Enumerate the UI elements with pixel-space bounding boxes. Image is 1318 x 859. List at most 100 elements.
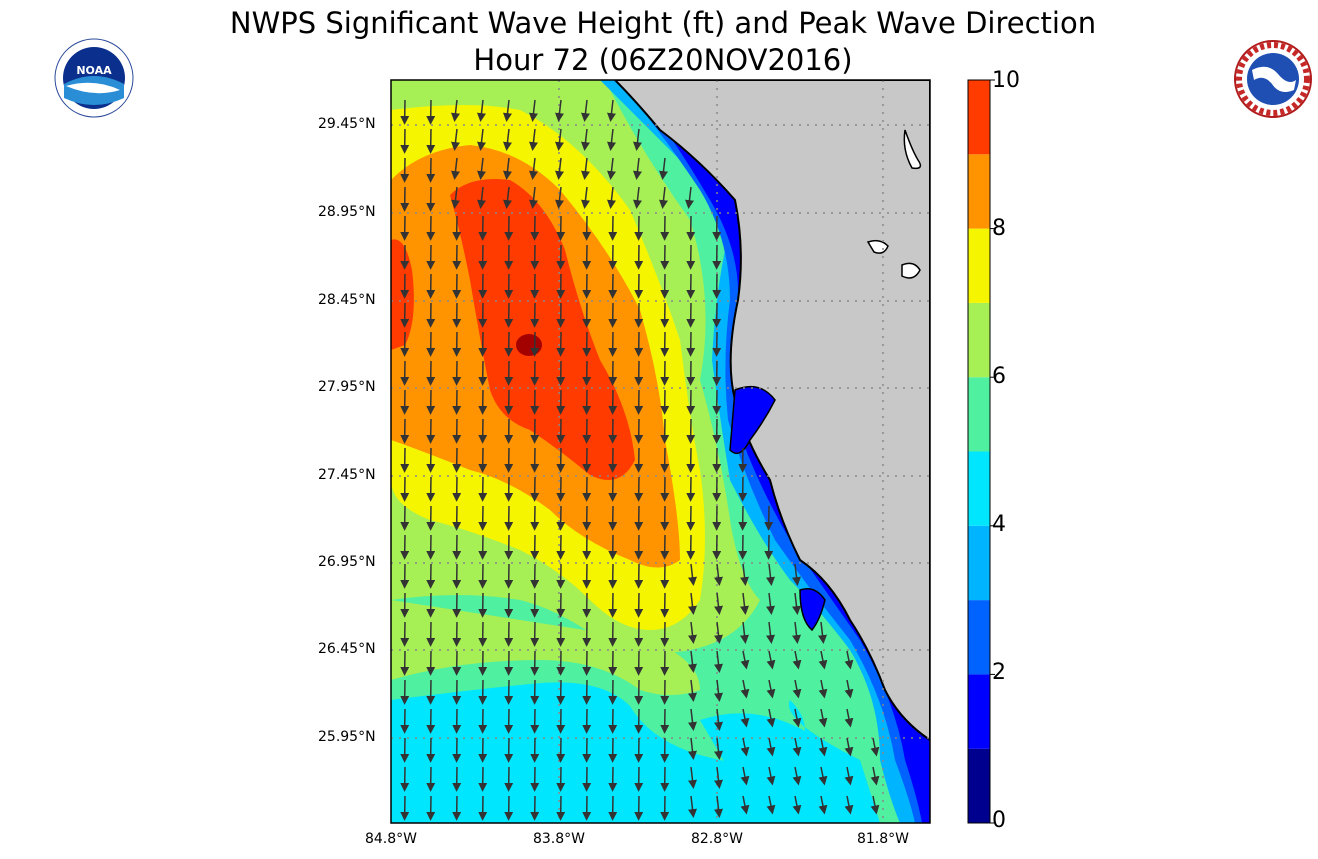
wave-direction-arrow [633, 128, 642, 152]
wave-direction-arrow [688, 795, 697, 819]
nws-logo [1234, 40, 1312, 118]
wave-direction-arrow [740, 708, 750, 728]
wave-direction-arrow [581, 157, 590, 181]
wave-direction-arrow [503, 157, 512, 181]
gridlines [391, 80, 930, 823]
wave-direction-arrow [555, 99, 564, 123]
wave-direction-arrow [714, 708, 723, 732]
wave-direction-arrow [477, 99, 486, 123]
wave-direction-arrow [633, 186, 642, 210]
wave-direction-arrow [792, 592, 801, 616]
wave-direction-arrow [844, 679, 854, 699]
wave-direction-arrow [688, 737, 697, 761]
wave-direction-arrow [844, 708, 854, 728]
chart-title: NWPS Significant Wave Height (ft) and Pe… [229, 6, 1097, 40]
wave-direction-arrow [477, 157, 486, 181]
colorbar-segment [968, 674, 990, 749]
wave-direction-arrow [766, 737, 776, 757]
colorbar-segment [968, 525, 990, 601]
lat-tick-label: 27.45°N [318, 467, 376, 483]
wave-direction-arrow [740, 679, 750, 699]
wave-direction-arrow [766, 766, 776, 786]
wave-direction-arrow [477, 186, 486, 210]
wave-direction-arrow [844, 650, 854, 670]
wave-direction-arrow [633, 157, 642, 181]
lat-tick-label: 25.95°N [318, 729, 376, 745]
wave-direction-arrow [503, 99, 512, 123]
lat-tick-label: 26.95°N [318, 554, 376, 570]
wave-direction-arrow [792, 737, 802, 757]
wave-direction-arrow [792, 795, 802, 815]
wave-direction-arrow [688, 766, 697, 790]
plot-frame [390, 79, 931, 824]
wave-direction-arrow [792, 563, 801, 587]
wave-direction-arrow [688, 708, 697, 732]
wave-direction-arrow [714, 621, 723, 645]
wave-direction-arrow [688, 621, 697, 645]
wave-direction-arrow [503, 128, 512, 152]
wave-direction-arrow [740, 592, 749, 616]
wave-direction-arrow [740, 563, 749, 587]
wave-direction-arrow [792, 621, 801, 645]
wave-direction-arrow [766, 795, 776, 815]
colorbar [967, 79, 995, 824]
colorbar-tick-label: 8 [992, 216, 1006, 241]
wave-height-field [391, 80, 930, 823]
wave-direction-arrow [688, 679, 697, 703]
wave-direction-arrow [818, 737, 828, 757]
wave-direction-arrow [659, 186, 668, 210]
lat-tick-label: 26.45°N [318, 641, 376, 657]
wave-direction-arrow [688, 592, 697, 616]
wave-direction-arrow [818, 679, 828, 699]
wave-direction-arrow [740, 650, 750, 670]
wave-direction-arrow [792, 708, 802, 728]
lat-tick-label: 28.45°N [318, 292, 376, 308]
colorbar-segment [968, 600, 990, 675]
wave-direction-arrow [740, 795, 750, 815]
wave-direction-arrow [766, 621, 775, 645]
wave-direction-arrow [555, 157, 564, 181]
wave-direction-arrow [818, 650, 828, 670]
wave-direction-arrow [659, 157, 668, 181]
wave-direction-arrow [555, 186, 564, 210]
wave-direction-arrow [818, 795, 828, 815]
wave-direction-arrow [818, 708, 828, 728]
wave-direction-arrow [818, 621, 827, 645]
wave-direction-arrow [766, 650, 776, 670]
noaa-logo: NOAA [54, 38, 134, 118]
wave-direction-arrow [688, 650, 697, 674]
colorbar-segment [968, 228, 990, 303]
colorbar-segment [968, 748, 990, 823]
wave-direction-arrow [740, 621, 749, 645]
colorbar-tick-label: 0 [992, 808, 1006, 833]
colorbar-frame [967, 79, 991, 824]
colorbar-segment [968, 154, 990, 229]
wave-direction-arrow [714, 795, 723, 819]
colorbar-tick-label: 2 [992, 660, 1006, 685]
lat-tick-label: 29.45°N [318, 116, 376, 132]
colorbar-segment [968, 302, 990, 378]
wave-direction-arrow [685, 186, 694, 210]
lat-tick-label: 28.95°N [318, 204, 376, 220]
peak-wave-direction-arrows [400, 99, 880, 821]
wave-direction-arrow [503, 186, 512, 210]
wave-direction-arrow [870, 737, 880, 757]
wave-direction-arrow [688, 563, 697, 587]
chart-subtitle: Hour 72 (06Z20NOV2016) [473, 43, 853, 77]
wave-direction-arrow [581, 186, 590, 210]
colorbar-segment [968, 451, 990, 526]
wave-direction-arrow [607, 186, 616, 210]
wave-direction-arrow [714, 563, 723, 587]
wave-direction-arrow [555, 128, 564, 152]
wave-direction-arrow [714, 650, 723, 674]
wave-direction-arrow [844, 737, 854, 757]
wave-direction-arrow [766, 563, 775, 587]
wave-direction-arrow [870, 795, 880, 815]
colorbar-tick-label: 4 [992, 512, 1006, 537]
wave-direction-arrow [581, 128, 590, 152]
wave-direction-arrow [714, 592, 723, 616]
wave-direction-arrow [477, 128, 486, 152]
wave-direction-arrow [844, 766, 854, 786]
wave-direction-arrow [451, 186, 460, 210]
